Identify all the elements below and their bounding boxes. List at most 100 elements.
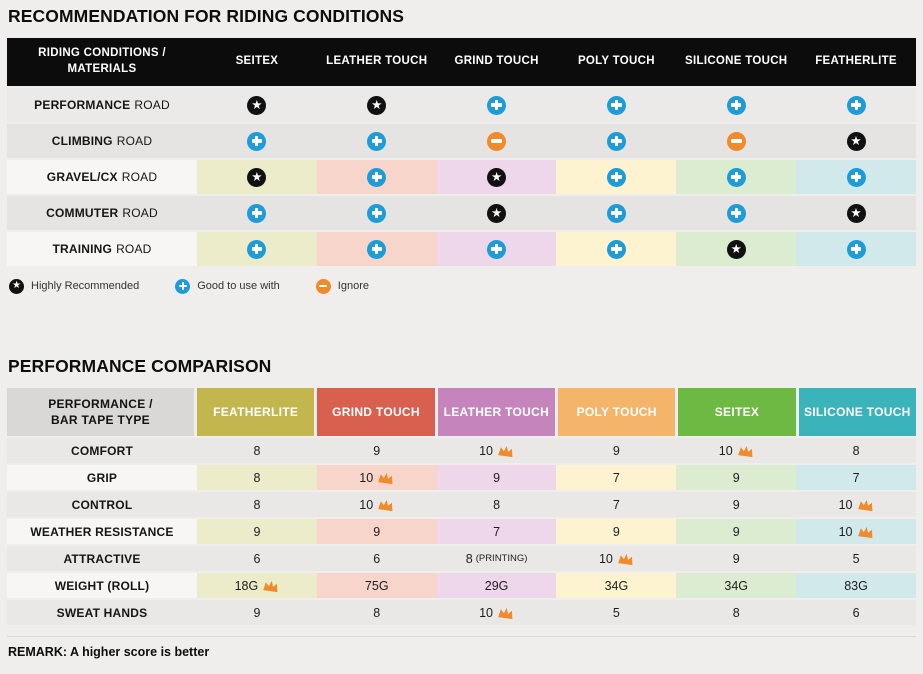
performance-row: ATTRACTIVE 6 6 8 (PRINTING) 10 9 5 [7, 546, 916, 571]
t2-corner-header: PERFORMANCE / BAR TAPE TYPE [7, 388, 197, 436]
crown-icon [617, 553, 633, 565]
score-value: 9 [253, 605, 261, 620]
rating-cell [556, 88, 677, 122]
score-cell: 8 [316, 600, 437, 625]
plus-icon [846, 239, 866, 259]
rating-cell [197, 160, 317, 194]
score-cell: 10 [436, 600, 557, 625]
rating-cell [316, 124, 437, 158]
score-value: 9 [493, 470, 501, 485]
star-icon [846, 203, 866, 223]
score-cell: 9 [197, 519, 317, 544]
score-value: 7 [493, 524, 501, 539]
score-value: 10 [479, 443, 494, 458]
score-cell: 9 [197, 600, 317, 625]
t2-column-header: SEITEX [678, 388, 799, 436]
score-value: 8 [373, 605, 381, 620]
t2-column-header: FEATHERLITE [197, 388, 318, 436]
minus-icon [726, 131, 746, 151]
star-icon [487, 203, 507, 223]
plus-icon [175, 278, 191, 294]
legend-label: Ignore [337, 280, 369, 292]
score-value: 9 [732, 497, 740, 512]
score-value: 8 [253, 497, 261, 512]
row-label: COMMUTER ROAD [7, 196, 197, 230]
row-label: TRAINING ROAD [7, 232, 197, 266]
score-cell: 10 [676, 438, 797, 463]
score-value: 29G [484, 578, 509, 593]
score-value: 9 [612, 524, 620, 539]
score-cell: 9 [676, 519, 797, 544]
performance-row: COMFORT 8 9 10 9 10 8 [7, 438, 916, 463]
riding-condition-row: GRAVEL/CX ROAD [7, 160, 916, 194]
score-value: 9 [373, 524, 381, 539]
crown-icon [857, 499, 872, 511]
plus-icon [247, 131, 267, 151]
t1-column-header: GRIND TOUCH [454, 55, 539, 68]
rating-cell [436, 160, 557, 194]
rating-cell [676, 196, 797, 230]
score-value: 9 [253, 524, 261, 539]
performance-row: WEATHER RESISTANCE 9 9 7 9 9 10 [7, 519, 916, 544]
row-label: ATTRACTIVE [7, 546, 197, 571]
performance-comparison-table: PERFORMANCE / BAR TAPE TYPE FEATHERLITE GR… [7, 388, 916, 625]
score-cell: 5 [796, 546, 916, 571]
t1-column-header: SILICONE TOUCH [685, 55, 788, 68]
score-value: 8 [465, 551, 473, 566]
score-cell: 10 [316, 492, 437, 517]
score-value: 9 [732, 524, 740, 539]
rating-cell [556, 196, 677, 230]
t2-column-header: LEATHER TOUCH [437, 388, 558, 436]
rating-cell [316, 232, 437, 266]
score-value: 8 [732, 605, 740, 620]
t2-column-header: POLY TOUCH [557, 388, 679, 436]
plus-icon [247, 203, 267, 223]
score-cell: 9 [676, 465, 797, 490]
plus-icon [367, 167, 387, 187]
score-value: 5 [852, 551, 860, 566]
rating-cell [197, 124, 317, 158]
rating-cell [197, 88, 317, 122]
score-cell: 9 [316, 438, 437, 463]
score-cell: 18G [197, 573, 317, 598]
star-icon [247, 95, 267, 115]
plus-icon [606, 131, 626, 151]
crown-icon [378, 472, 393, 484]
crown-icon [737, 445, 753, 457]
score-cell: 10 [436, 438, 557, 463]
score-cell: 9 [316, 519, 437, 544]
row-label-bold: PERFORMANCE [34, 98, 131, 112]
score-value: 75G [364, 578, 389, 593]
row-label-rest: ROAD [116, 134, 153, 148]
t2-column-header: SILICONE TOUCH [798, 388, 916, 436]
star-icon [247, 167, 267, 187]
plus-icon [606, 203, 626, 223]
score-value: 7 [612, 497, 620, 512]
crown-icon [498, 445, 513, 457]
score-cell: 7 [556, 465, 677, 490]
rating-cell [796, 196, 916, 230]
crown-icon [857, 526, 872, 538]
row-label-bold: TRAINING [52, 242, 113, 256]
riding-condition-row: TRAINING ROAD [7, 232, 916, 266]
score-cell: 34G [556, 573, 677, 598]
score-cell: 10 [556, 546, 677, 571]
score-value: 10 [359, 470, 374, 485]
row-label-rest: ROAD [116, 242, 152, 256]
star-icon [9, 278, 24, 294]
row-label: PERFORMANCE ROAD [7, 88, 197, 122]
star-icon [846, 131, 866, 151]
plus-icon [726, 203, 746, 223]
score-value: 6 [852, 605, 860, 620]
score-cell: 9 [676, 492, 797, 517]
rating-cell [316, 160, 437, 194]
score-cell: 9 [676, 546, 797, 571]
performance-table-header: PERFORMANCE / BAR TAPE TYPE FEATHERLITE GR… [7, 388, 916, 436]
score-value: 9 [732, 470, 740, 485]
score-cell: 9 [556, 519, 677, 544]
row-label: CLIMBING ROAD [7, 124, 197, 158]
performance-row: SWEAT HANDS 9 8 10 5 8 6 [7, 600, 916, 625]
row-label: WEIGHT (ROLL) [7, 573, 197, 598]
score-cell: 9 [556, 438, 677, 463]
score-value: 34G [724, 578, 749, 593]
